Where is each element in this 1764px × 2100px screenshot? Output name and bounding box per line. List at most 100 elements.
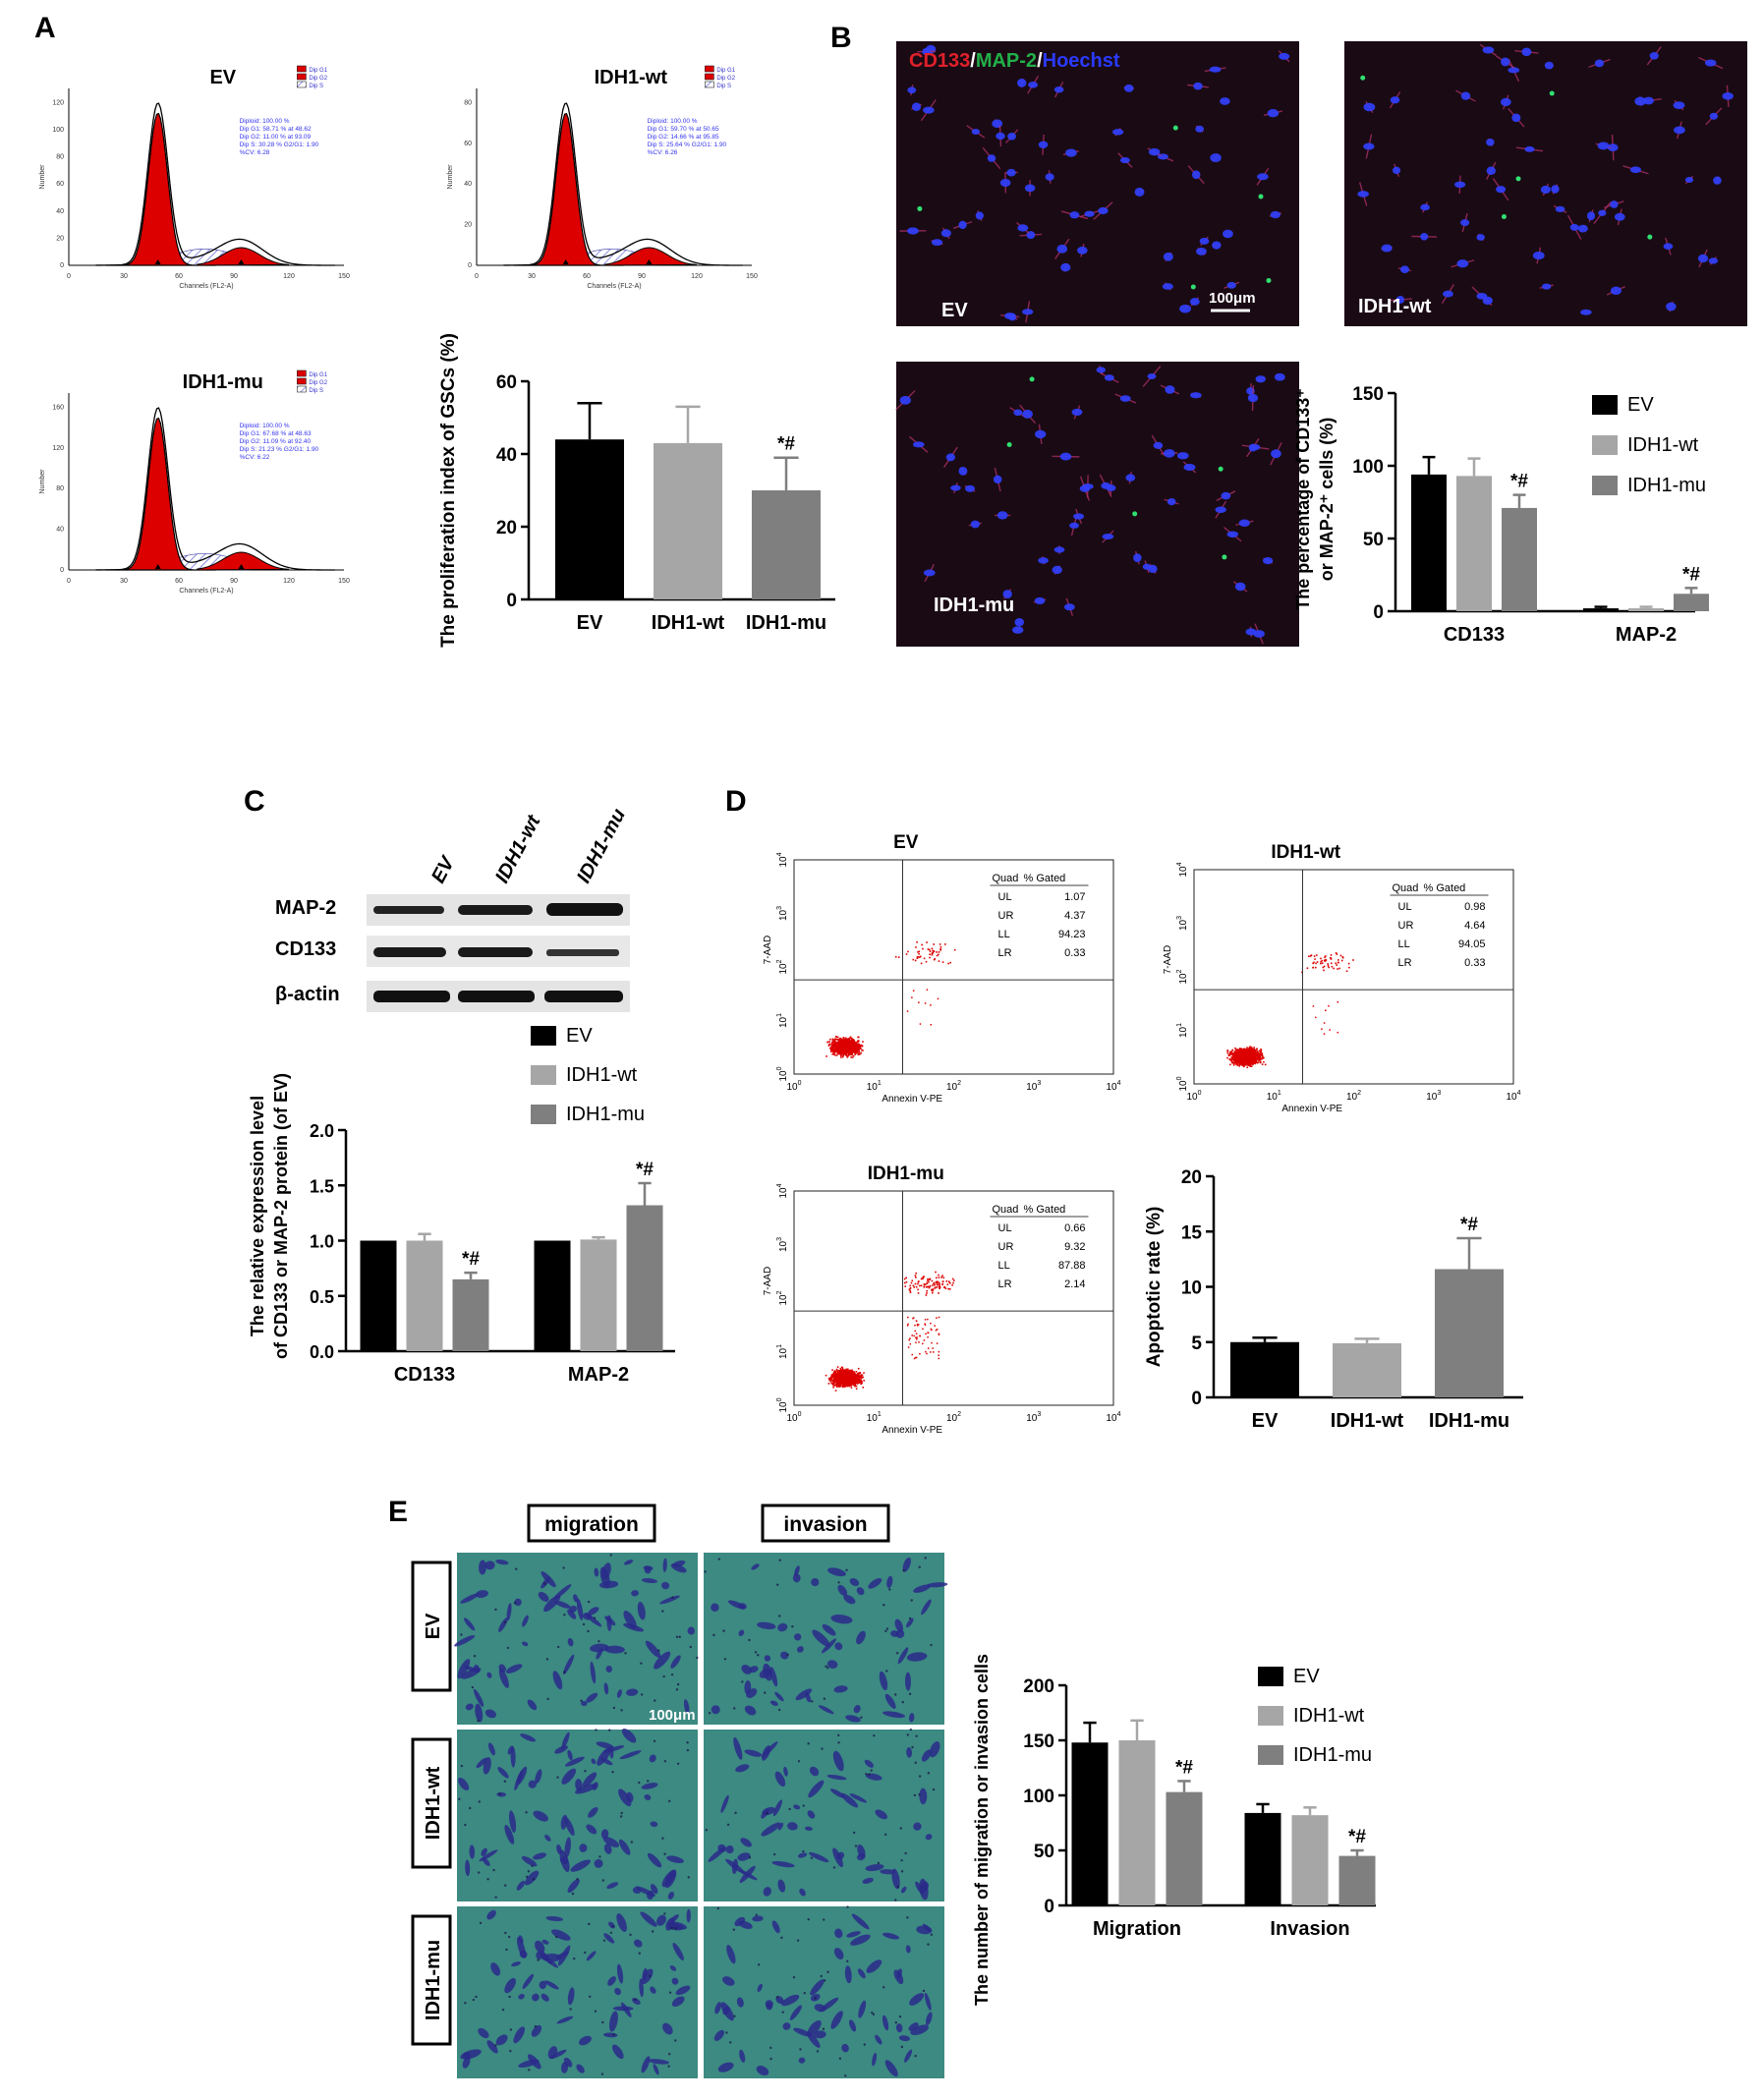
- event-dot: [1229, 1063, 1231, 1066]
- x-tick: 102: [1346, 1090, 1361, 1103]
- event-dot: [848, 1039, 850, 1041]
- event-dot: [1238, 1050, 1240, 1052]
- event-dot: [1313, 961, 1315, 964]
- x-tick: 30: [528, 273, 536, 280]
- event-dot: [1247, 1057, 1249, 1060]
- event-dot: [1248, 1059, 1251, 1062]
- event-dot: [852, 1049, 854, 1050]
- event-dot: [854, 1049, 856, 1051]
- nucleus: [923, 569, 936, 577]
- event-dot: [847, 1051, 850, 1053]
- nucleus: [1053, 546, 1065, 553]
- event-dot: [861, 1045, 864, 1048]
- map2-signal: [1132, 511, 1138, 517]
- event-dot: [1235, 1057, 1237, 1059]
- y-tick: 100: [52, 127, 64, 134]
- y-axis-label: The proliferation index of GSCs (%): [438, 333, 459, 648]
- hist-stat: Dip S: 25.64 % G2/G1: 1.90: [648, 142, 727, 148]
- nucleus: [1022, 309, 1034, 315]
- band-label-map2: MAP-2: [275, 897, 336, 919]
- nucleus: [1011, 626, 1024, 634]
- event-dot: [845, 1049, 847, 1051]
- nucleus: [1649, 51, 1659, 60]
- event-dot: [856, 1046, 858, 1049]
- event-dot: [1256, 1053, 1258, 1056]
- event-dot: [846, 1052, 849, 1054]
- event-dot: [837, 1051, 839, 1054]
- table-value: 0.98: [1464, 901, 1485, 913]
- event-dot: [855, 1043, 857, 1046]
- tick-exponent: 2: [1176, 969, 1183, 973]
- event-dot: [916, 956, 919, 958]
- category-label: EV: [577, 612, 603, 634]
- event-dot: [936, 951, 938, 953]
- x-tick: 104: [1506, 1090, 1520, 1103]
- stain-hoechst: Hoechst: [1043, 50, 1120, 72]
- nucleus: [945, 453, 955, 462]
- event-dot: [930, 1004, 932, 1006]
- event-dot: [832, 1046, 834, 1049]
- event-dot: [1253, 1047, 1255, 1049]
- band-cd133-wt: [458, 947, 533, 957]
- event-dot: [851, 1046, 853, 1048]
- y-tick: 103: [1176, 916, 1189, 931]
- nucleus: [1586, 211, 1596, 221]
- event-dot: [1233, 1062, 1236, 1064]
- event-dot: [1250, 1051, 1252, 1053]
- event-dot: [1242, 1055, 1245, 1058]
- event-dot: [838, 1379, 841, 1382]
- event-dot: [833, 1051, 835, 1054]
- event-dot: [835, 1368, 838, 1371]
- event-dot: [906, 1010, 909, 1012]
- event-dot: [859, 1047, 861, 1050]
- event-dot: [939, 947, 941, 950]
- event-dot: [844, 1052, 847, 1055]
- event-dot: [841, 1369, 844, 1371]
- map2-signal: [1647, 234, 1653, 240]
- tick-exponent: 2: [776, 959, 783, 963]
- envelope-curve: [95, 102, 335, 266]
- significance-label: *#: [777, 434, 795, 455]
- event-dot: [939, 945, 942, 948]
- event-dot: [842, 1053, 844, 1056]
- x-label: Channels (FL2-A): [587, 283, 641, 290]
- event-dot: [1337, 1031, 1339, 1034]
- event-dot: [905, 953, 908, 955]
- event-dot: [1337, 961, 1339, 964]
- legend-swatch: [297, 73, 307, 81]
- event-dot: [918, 950, 921, 953]
- nucleus: [1190, 392, 1202, 399]
- event-dot: [1314, 966, 1317, 969]
- event-dot: [1251, 1048, 1253, 1050]
- nucleus: [1271, 449, 1281, 459]
- nucleus: [1577, 224, 1588, 233]
- event-dot: [853, 1044, 856, 1046]
- tick-exponent: 3: [1176, 916, 1183, 920]
- nucleus: [992, 119, 1003, 128]
- event-dot: [1235, 1055, 1238, 1057]
- nucleus: [1179, 304, 1192, 313]
- nucleus: [1079, 484, 1091, 492]
- flow-title: IDH1-wt: [1271, 842, 1340, 863]
- event-dot: [1244, 1049, 1246, 1050]
- event-dot: [860, 1044, 863, 1047]
- nucleus: [923, 106, 935, 114]
- y-axis-label: or MAP-2⁺ cells (%): [1317, 418, 1337, 582]
- event-dot: [1328, 966, 1330, 969]
- legend-label: Dip S: [716, 84, 731, 89]
- event-dot: [915, 946, 917, 948]
- event-dot: [1238, 1060, 1241, 1063]
- nucleus: [1038, 141, 1049, 149]
- map2-signal: [1029, 376, 1035, 382]
- nucleus: [1486, 166, 1497, 176]
- stain-slash-1: /: [970, 50, 976, 72]
- event-dot: [1301, 971, 1303, 974]
- event-dot: [839, 1051, 842, 1054]
- tick-exponent: 0: [1176, 1076, 1183, 1080]
- nucleus: [1196, 247, 1207, 255]
- event-dot: [1238, 1065, 1240, 1067]
- event-dot: [1237, 1059, 1240, 1062]
- event-dot: [1247, 1064, 1249, 1066]
- event-dot: [1313, 955, 1316, 957]
- event-dot: [1312, 1005, 1315, 1007]
